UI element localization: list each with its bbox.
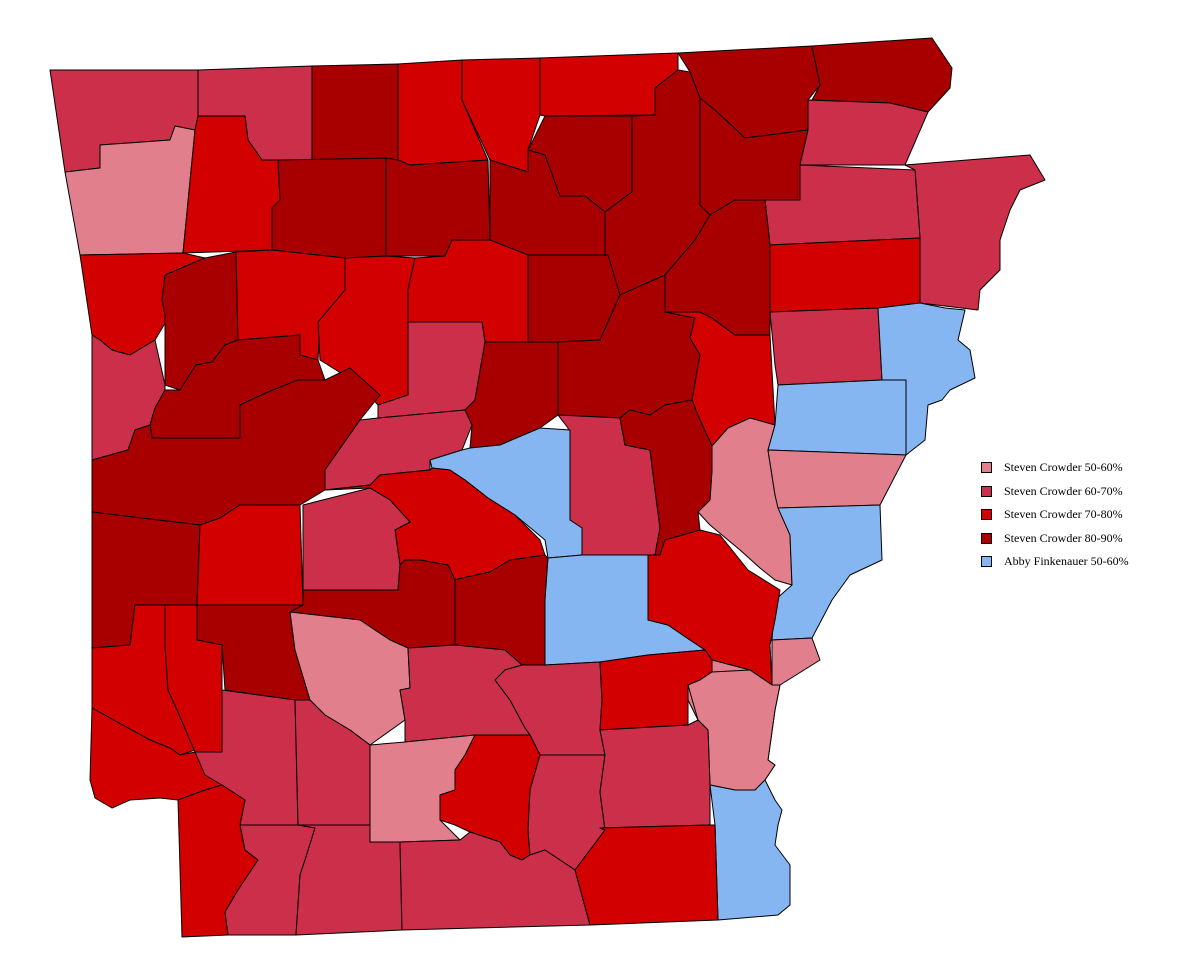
legend-swatch xyxy=(981,462,992,474)
county-boone xyxy=(311,63,399,161)
legend-item: Abby Finkenauer 50-60% xyxy=(981,550,1129,574)
legend-item: Steven Crowder 60-70% xyxy=(981,480,1129,504)
county-st-francis xyxy=(767,449,907,509)
county-poinsett-s xyxy=(769,307,883,386)
county-poinsett xyxy=(769,237,921,313)
county-drew xyxy=(599,719,711,831)
county-arkansas xyxy=(647,529,781,686)
legend-label: Steven Crowder 70-80% xyxy=(1004,507,1123,522)
legend-label: Abby Finkenauer 50-60% xyxy=(1004,554,1129,569)
legend-label: Steven Crowder 60-70% xyxy=(1004,483,1123,498)
legend: Steven Crowder 50-60% Steven Crowder 60-… xyxy=(981,456,1129,574)
legend-label: Steven Crowder 50-60% xyxy=(1004,460,1123,475)
legend-label: Steven Crowder 80-90% xyxy=(1004,530,1123,545)
legend-item: Steven Crowder 50-60% xyxy=(981,456,1129,480)
county-newton xyxy=(271,157,387,259)
county-greene xyxy=(799,99,929,166)
legend-item: Steven Crowder 80-90% xyxy=(981,527,1129,551)
legend-swatch xyxy=(981,485,992,497)
county-perry xyxy=(196,504,304,606)
county-prairie xyxy=(619,399,713,556)
legend-item: Steven Crowder 70-80% xyxy=(981,503,1129,527)
county-craighead xyxy=(664,199,771,336)
legend-swatch xyxy=(981,556,992,568)
county-cross-ne xyxy=(767,379,907,456)
county-mississippi xyxy=(904,154,1046,311)
legend-swatch xyxy=(981,532,992,544)
county-chicot xyxy=(709,779,791,921)
county-ashley xyxy=(574,824,719,926)
legend-swatch xyxy=(981,509,992,521)
county-columbia xyxy=(295,824,403,936)
